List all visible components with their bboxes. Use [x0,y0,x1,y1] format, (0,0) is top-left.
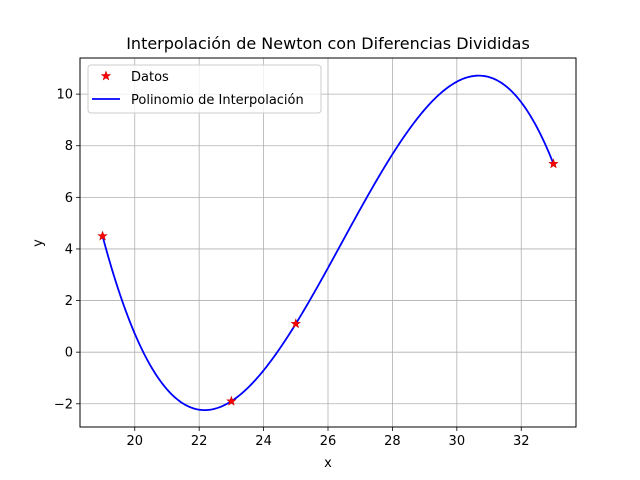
x-tick-label: 26 [320,434,337,449]
y-tick-label: 2 [65,294,73,309]
x-tick-label: 20 [126,434,143,449]
legend-polinomio-label: Polinomio de Interpolación [131,93,304,108]
x-tick-label: 24 [255,434,272,449]
chart-title: Interpolación de Newton con Diferencias … [126,34,530,53]
legend: Datos Polinomio de Interpolación [87,64,322,114]
x-tick-label: 28 [384,434,401,449]
plot-area [97,74,559,411]
data-point-star [290,318,302,329]
y-tick-label: 10 [56,88,73,103]
y-tick-label: 6 [65,191,73,206]
x-tick-label: 30 [449,434,466,449]
y-tick-label: 0 [65,346,73,361]
legend-datos-marker [100,70,112,81]
data-point-star [226,395,237,406]
data-point-star [97,230,108,241]
x-tick-label: 22 [191,434,208,449]
data-point-star [548,158,559,169]
legend-star-icon [100,70,112,81]
y-axis-label: y [31,239,46,247]
y-tick-label: −2 [54,397,73,412]
interpolation-polynomial-line [101,74,555,411]
legend-datos-label: Datos [131,70,169,85]
x-axis-label: x [324,456,332,471]
grid [80,58,576,427]
legend-box [87,64,322,114]
y-tick-label: 8 [65,139,73,154]
y-tick-label: 4 [65,242,73,257]
x-tick-label: 32 [513,434,530,449]
